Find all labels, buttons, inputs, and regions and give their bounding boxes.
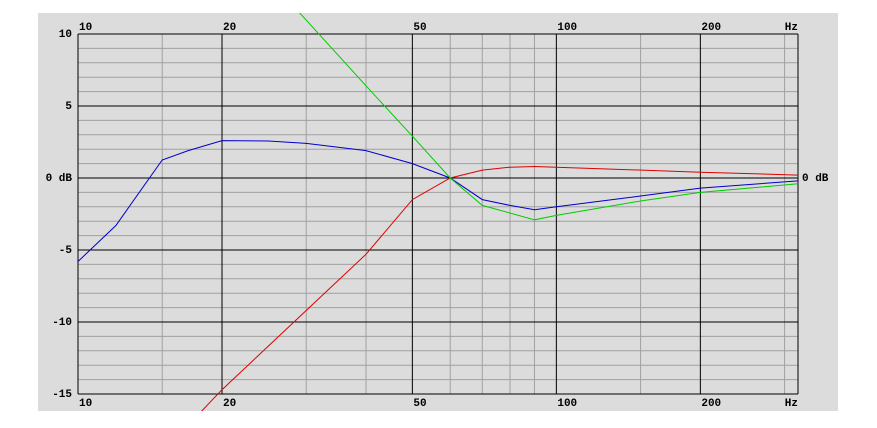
- series-line: [299, 13, 799, 221]
- x-unit-label: Hz: [785, 22, 798, 34]
- y-tick-label: 10: [59, 29, 72, 41]
- y-tick-label: 0 dB: [802, 173, 829, 185]
- x-tick-label: 100: [557, 22, 577, 34]
- y-tick-label: -10: [52, 317, 72, 329]
- x-tick-label: 50: [413, 398, 426, 410]
- lines: [77, 13, 799, 411]
- x-tick-label: 200: [701, 398, 721, 410]
- y-tick-label: -15: [52, 389, 72, 401]
- x-tick-label: 100: [557, 398, 577, 410]
- series-line: [77, 140, 799, 262]
- series-line: [201, 165, 799, 411]
- x-tick-label: 50: [413, 22, 426, 34]
- y-tick-label: 5: [65, 101, 72, 113]
- x-unit-label: Hz: [785, 398, 798, 410]
- x-tick-label: 20: [223, 22, 236, 34]
- x-tick-label: 200: [701, 22, 721, 34]
- labels: 10 10 20 20 50 50 100 100 200 200 -15 -10 -5 0 dB 0 dB…: [46, 22, 829, 410]
- x-tick-label: 20: [223, 398, 236, 410]
- x-tick-label: 10: [79, 398, 92, 410]
- x-tick-label: 10: [79, 22, 92, 34]
- y-tick-label: 0 dB: [46, 173, 73, 185]
- y-tick-label: -5: [59, 245, 73, 257]
- grid: [77, 33, 799, 395]
- plot-background: [38, 13, 838, 411]
